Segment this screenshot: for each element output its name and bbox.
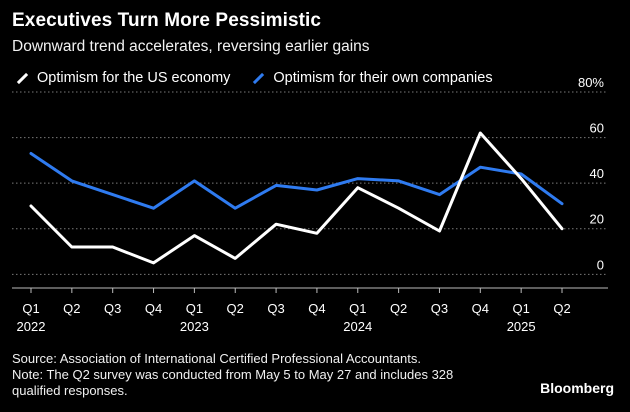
x-year-label-2025: 2025: [507, 319, 536, 334]
legend-label-us-economy: Optimism for the US economy: [37, 70, 231, 86]
y-tick-label-40: 40: [590, 166, 604, 181]
x-tick-label-1: Q2: [63, 301, 80, 316]
x-tick-label-12: Q1: [512, 301, 529, 316]
x-tick-label-6: Q3: [267, 301, 284, 316]
x-tick-label-3: Q4: [145, 301, 162, 316]
y-tick-label-20: 20: [590, 212, 604, 227]
x-tick-label-9: Q2: [390, 301, 407, 316]
legend-label-own-companies: Optimism for their own companies: [273, 70, 493, 86]
x-tick-label-13: Q2: [553, 301, 570, 316]
source-line-2: Note: The Q2 survey was conducted from M…: [12, 367, 454, 382]
x-tick-label-11: Q4: [472, 301, 489, 316]
chart-legend: Optimism for the US economy Optimism for…: [14, 70, 513, 86]
source-note: Source: Association of International Cer…: [12, 351, 512, 399]
series-line-us-economy: [29, 131, 564, 265]
x-tick-label-5: Q2: [227, 301, 244, 316]
line-chart: 0 20 40 60 80% Q1 Q2 Q3 Q4 Q1 Q2 Q3 Q4 Q1 Q2 Q3 Q4 Q1 Q2 20…: [12, 75, 608, 334]
source-line-3: qualified responses.: [12, 383, 128, 398]
x-year-label-2022: 2022: [17, 319, 46, 334]
bloomberg-logo: Bloomberg: [540, 380, 614, 396]
chart-title: Executives Turn More Pessimistic: [12, 10, 322, 31]
legend-item-us-economy: Optimism for the US economy: [14, 70, 230, 86]
x-tick-label-10: Q3: [431, 301, 448, 316]
x-tick-label-7: Q4: [308, 301, 325, 316]
legend-item-own-companies: Optimism for their own companies: [250, 70, 493, 86]
source-line-1: Source: Association of International Cer…: [12, 351, 422, 366]
x-tick-label-8: Q1: [349, 301, 366, 316]
y-tick-label-80: 80%: [578, 75, 604, 90]
x-tick-label-4: Q1: [186, 301, 203, 316]
series-line-own-companies: [29, 152, 564, 210]
x-tick-label-2: Q3: [104, 301, 121, 316]
chart-subtitle: Downward trend accelerates, reversing ea…: [12, 38, 370, 55]
y-tick-label-0: 0: [597, 257, 604, 272]
x-tick-label-0: Q1: [22, 301, 39, 316]
x-year-label-2023: 2023: [180, 319, 209, 334]
x-year-label-2024: 2024: [343, 319, 372, 334]
y-tick-label-60: 60: [590, 121, 604, 136]
